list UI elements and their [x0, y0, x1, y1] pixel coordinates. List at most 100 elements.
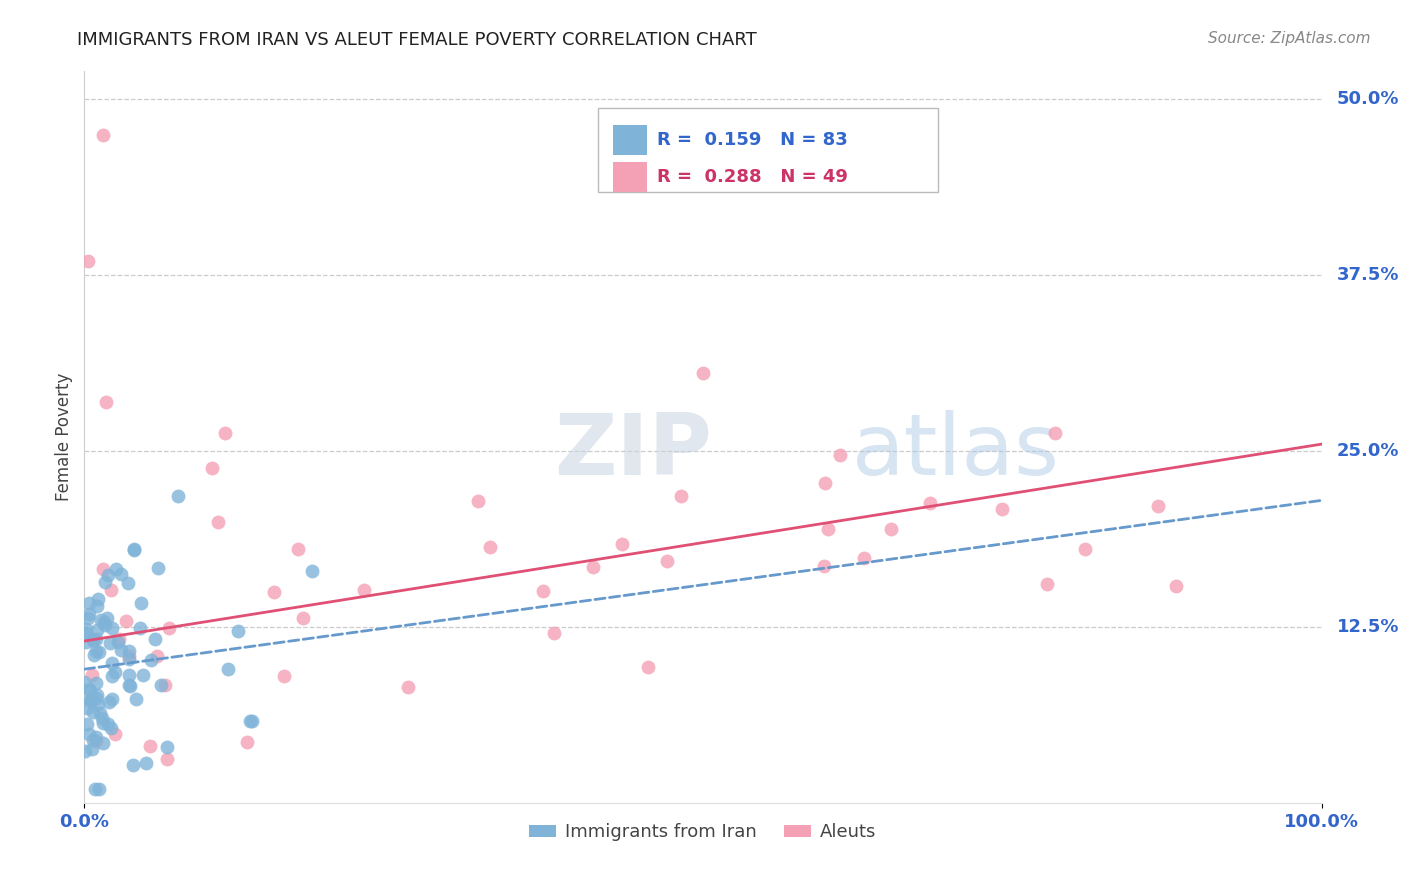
Text: IMMIGRANTS FROM IRAN VS ALEUT FEMALE POVERTY CORRELATION CHART: IMMIGRANTS FROM IRAN VS ALEUT FEMALE POV… [77, 31, 756, 49]
Point [157, 621, 180, 635]
Point [100, 722, 122, 736]
Point [117, 678, 139, 692]
Point [79, 683, 101, 698]
Point [82, 741, 104, 756]
Text: 37.5%: 37.5% [1337, 267, 1399, 285]
Point [134, 756, 156, 770]
Point [153, 678, 176, 692]
Point [156, 740, 179, 755]
Bar [613, 162, 647, 192]
Point [132, 668, 155, 682]
Point [852, 551, 875, 566]
Point [813, 558, 835, 573]
Point [118, 679, 141, 693]
Point [1164, 579, 1187, 593]
Point [240, 714, 263, 728]
Point [150, 677, 173, 691]
Point [86, 697, 108, 711]
Point [118, 652, 141, 666]
Text: 50.0%: 50.0% [1337, 90, 1399, 109]
Point [543, 626, 565, 640]
Point [82, 732, 104, 747]
Point [77, 727, 100, 741]
Point [86, 644, 108, 658]
Point [98, 695, 121, 709]
Point [97, 568, 120, 582]
Point [118, 649, 141, 664]
Point [610, 537, 633, 551]
Point [75, 626, 97, 640]
Point [87, 592, 110, 607]
Text: Source: ZipAtlas.com: Source: ZipAtlas.com [1208, 31, 1371, 46]
Point [79, 694, 101, 708]
Point [77, 596, 100, 610]
Point [110, 643, 132, 657]
Point [84, 730, 107, 744]
Legend: Immigrants from Iran, Aleuts: Immigrants from Iran, Aleuts [522, 816, 884, 848]
Point [90, 613, 112, 627]
Point [122, 542, 145, 557]
Point [80, 667, 103, 681]
Point [692, 367, 714, 381]
Point [201, 461, 224, 475]
Point [396, 680, 419, 694]
Point [214, 426, 236, 441]
FancyBboxPatch shape [598, 108, 938, 192]
Point [143, 632, 166, 646]
Point [125, 692, 148, 706]
Point [76, 717, 98, 731]
Point [87, 781, 110, 796]
Point [228, 624, 250, 638]
Point [90, 711, 112, 725]
Point [353, 582, 375, 597]
Point [101, 621, 124, 635]
Point [287, 541, 309, 556]
Point [122, 757, 145, 772]
Point [83, 648, 105, 662]
Point [94, 395, 117, 409]
Point [139, 739, 162, 753]
Point [87, 645, 110, 659]
Point [129, 621, 152, 635]
Text: R =  0.288   N = 49: R = 0.288 N = 49 [657, 168, 848, 186]
Point [531, 583, 554, 598]
Point [100, 692, 122, 706]
Point [82, 632, 104, 647]
Point [79, 692, 101, 706]
Point [291, 611, 314, 625]
Point [880, 522, 903, 536]
Point [991, 501, 1014, 516]
Text: 12.5%: 12.5% [1337, 618, 1399, 636]
Point [96, 610, 118, 624]
Point [101, 669, 124, 683]
Point [1074, 542, 1097, 557]
Point [1045, 425, 1067, 440]
Point [263, 584, 285, 599]
Point [657, 553, 679, 567]
Point [1036, 576, 1059, 591]
Point [86, 599, 108, 613]
Text: atlas: atlas [852, 410, 1060, 493]
Text: ZIP: ZIP [554, 410, 713, 493]
Point [139, 653, 162, 667]
Point [75, 622, 97, 636]
Point [107, 632, 129, 647]
Text: 25.0%: 25.0% [1337, 442, 1399, 460]
Point [146, 561, 169, 575]
Point [75, 635, 97, 649]
Point [118, 644, 141, 658]
Point [84, 690, 107, 705]
Point [582, 559, 605, 574]
Point [97, 717, 120, 731]
Point [239, 714, 262, 728]
Point [830, 448, 852, 462]
Point [94, 574, 117, 589]
Point [77, 682, 100, 697]
Point [669, 489, 692, 503]
Point [207, 515, 229, 529]
Y-axis label: Female Poverty: Female Poverty [55, 373, 73, 501]
Point [91, 736, 114, 750]
Point [107, 635, 129, 649]
Point [89, 706, 111, 720]
Point [817, 522, 839, 536]
